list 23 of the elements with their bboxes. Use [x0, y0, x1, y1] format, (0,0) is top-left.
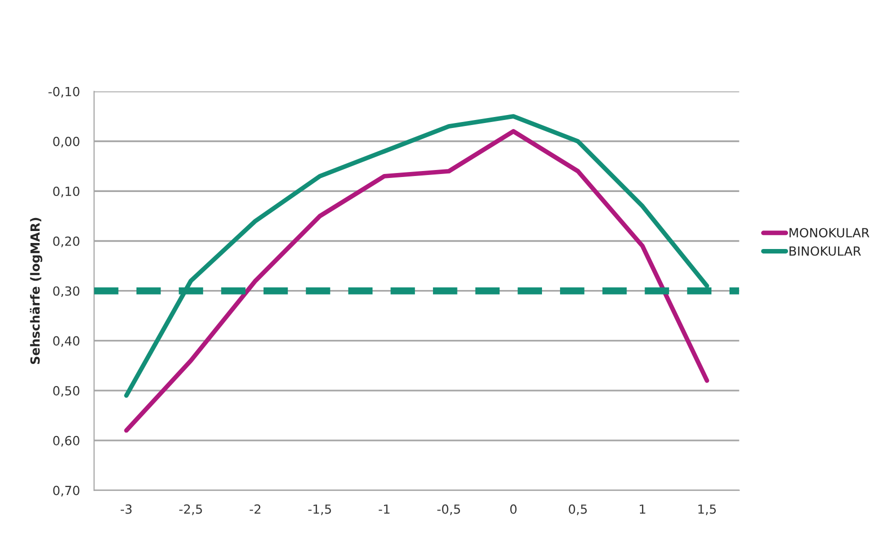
y-tick-label: 0,40 — [53, 336, 80, 347]
x-tick-label: 0 — [510, 504, 517, 514]
x-tick-label: 1 — [640, 504, 646, 514]
y-tick-label: -0,10 — [48, 86, 80, 98]
y-tick-label: 0,70 — [53, 486, 80, 496]
y-tick-label: 0,10 — [53, 186, 80, 198]
x-tick-label: -2,5 — [179, 504, 202, 516]
line-series — [124, 129, 710, 433]
x-tick-label: 0,5 — [568, 504, 587, 516]
legend-label: MONOKULAR — [790, 228, 870, 238]
x-tick-label: 1,5 — [698, 504, 716, 516]
legend-label: BINOKULAR — [790, 246, 861, 256]
x-tick-label: -2 — [250, 504, 260, 514]
x-tick-label: -3 — [120, 504, 132, 514]
x-tick-label: -1,5 — [308, 504, 331, 516]
x-tick-label: -0,5 — [437, 504, 460, 516]
y-tick-label: 0,60 — [53, 436, 80, 447]
y-axis-title: Sehschärfe (logMAR) — [30, 218, 42, 364]
y-tick-label: 0,20 — [53, 236, 80, 248]
y-tick-label: 0,50 — [53, 386, 80, 397]
y-tick-label: 0,30 — [53, 286, 80, 298]
x-tick-label: -1 — [378, 504, 390, 514]
y-tick-label: 0,00 — [53, 136, 80, 148]
